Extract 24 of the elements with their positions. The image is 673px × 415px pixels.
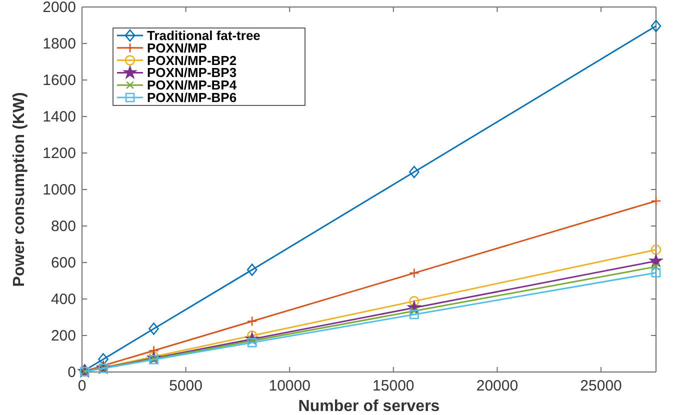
y-tick-label: 200 [50, 327, 76, 344]
x-tick-label: 5000 [169, 378, 202, 395]
y-axis-title: Power consumption (KW) [11, 92, 28, 287]
legend-label: POXN/MP-BP3 [147, 65, 237, 80]
legend-label: POXN/MP-BP2 [147, 52, 237, 68]
y-tick-label: 1000 [42, 181, 76, 198]
y-tick-label: 1800 [42, 35, 76, 52]
y-tick-label: 2000 [42, 0, 76, 16]
legend-label: POXN/MP-BP6 [147, 90, 237, 105]
x-tick-label: 10000 [268, 378, 310, 395]
legend-label: POXN/MP [147, 40, 208, 56]
x-tick-label: 25000 [580, 378, 622, 395]
y-tick-label: 800 [50, 218, 76, 235]
y-tick-label: 0 [68, 364, 76, 381]
y-tick-label: 1400 [42, 108, 76, 126]
x-axis-title: Number of servers [298, 398, 440, 415]
x-tick-label: 20000 [476, 378, 518, 395]
y-tick-label: 600 [50, 254, 76, 272]
y-tick-label: 1600 [42, 72, 76, 89]
legend-label: POXN/MP-BP4 [147, 78, 238, 93]
y-tick-label: 400 [50, 290, 76, 308]
y-tick-label: 1200 [42, 144, 76, 162]
x-tick-label: 15000 [372, 378, 414, 395]
legend-label: Traditional fat-tree [147, 28, 260, 43]
